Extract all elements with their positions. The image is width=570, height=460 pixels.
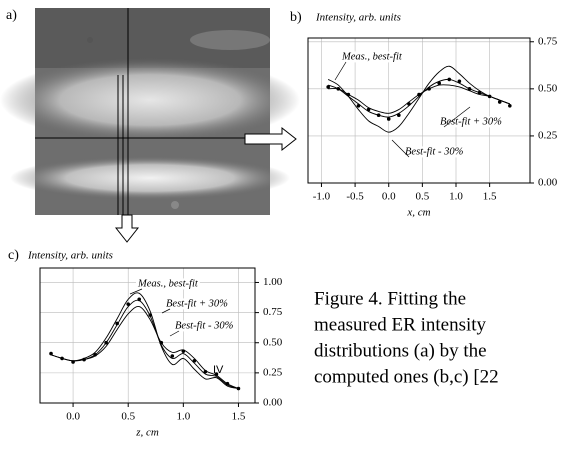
x-tick-label: -0.5 <box>346 191 364 203</box>
x-tick-label: 1.0 <box>449 191 463 203</box>
x-tick-label: 0.0 <box>382 191 396 203</box>
annotation: Best-fit - 30% <box>405 146 464 157</box>
series-line <box>50 305 239 389</box>
panel-label: b) <box>290 10 302 25</box>
x-tick-label: 0.0 <box>66 411 80 423</box>
y-tick-label: 1.00 <box>263 276 283 288</box>
annotation: Best-fit + 30% <box>166 298 228 309</box>
plot-frame <box>39 267 256 404</box>
data-point <box>508 103 512 108</box>
annotation: Best-fit - 30% <box>175 320 234 331</box>
series-line <box>50 299 239 389</box>
caption-line: Figure 4. Fitting the <box>314 288 466 309</box>
series-line <box>327 65 510 133</box>
y-tick-label: 0.25 <box>538 129 558 141</box>
y-tick-label: 0.00 <box>538 177 558 189</box>
x-tick-label: 1.5 <box>483 191 497 203</box>
photo <box>0 8 300 215</box>
data-point <box>437 81 441 85</box>
y-tick-label: 0.75 <box>263 306 283 318</box>
series-line <box>328 78 510 118</box>
chart: b) Intensity, arb. units 0.00 0.25 0.50 0.75 -… <box>290 10 558 218</box>
caption-line: measured ER intensity <box>314 314 487 335</box>
annotation-bg <box>174 320 235 332</box>
x-tick-label: 0.5 <box>121 411 135 423</box>
annotation-bg <box>439 116 504 128</box>
data-point <box>49 351 53 356</box>
data-point <box>326 85 330 89</box>
data-point <box>170 354 175 358</box>
data-point <box>386 117 391 121</box>
caption-line: distributions (a) by the <box>314 340 487 361</box>
data-point <box>457 79 462 84</box>
annotation-leader <box>443 106 471 128</box>
caption: Figure 4. Fitting the measured ER intensi… <box>314 288 499 387</box>
series-line <box>328 84 510 114</box>
chart: c) Intensity, arb. units 0.00 0.25 0.50 0.75 1… <box>8 248 283 438</box>
annotation: Meas., best-fit <box>341 51 403 62</box>
annotation-bg <box>165 298 230 310</box>
panel-label: a) <box>6 8 17 23</box>
data-point <box>497 100 502 104</box>
panel-label: c) <box>8 248 19 263</box>
x-tick-label: 0.5 <box>415 191 429 203</box>
annotation-bg <box>340 51 404 63</box>
y-tick-label: 0.50 <box>538 82 558 94</box>
y-tick-label: 0.75 <box>538 35 558 47</box>
annotation-bg <box>404 146 465 158</box>
annotation-leader <box>169 330 180 337</box>
caption-line: computed ones (b,c) [22 <box>314 366 499 387</box>
annotation: Meas., best-fit <box>137 278 199 289</box>
x-axis-label: z, cm <box>135 427 159 439</box>
y-tick-label: 0.50 <box>263 336 283 348</box>
annotation: Best-fit + 30% <box>440 116 502 127</box>
x-tick-label: 1.0 <box>176 411 190 423</box>
annotation-leader <box>391 139 410 158</box>
x-axis-label: x, cm <box>406 207 430 219</box>
chart-title: Intensity, arb. units <box>27 250 113 262</box>
annotation: IV <box>213 364 224 376</box>
y-tick-label: 0.00 <box>263 397 283 409</box>
y-tick-label: 0.25 <box>263 366 283 378</box>
annotation-leader <box>334 61 347 81</box>
annotation-bg <box>136 278 200 290</box>
plot-frame <box>307 37 531 184</box>
annotation-leader <box>129 288 143 295</box>
arrow-down <box>114 214 140 243</box>
series-line <box>50 292 239 389</box>
arrow-right <box>244 126 297 152</box>
x-tick-label: 1.5 <box>232 411 246 423</box>
annotation-leader <box>161 308 171 314</box>
x-tick-label: -1.0 <box>313 191 331 203</box>
chart-title: Intensity, arb. units <box>315 12 401 24</box>
